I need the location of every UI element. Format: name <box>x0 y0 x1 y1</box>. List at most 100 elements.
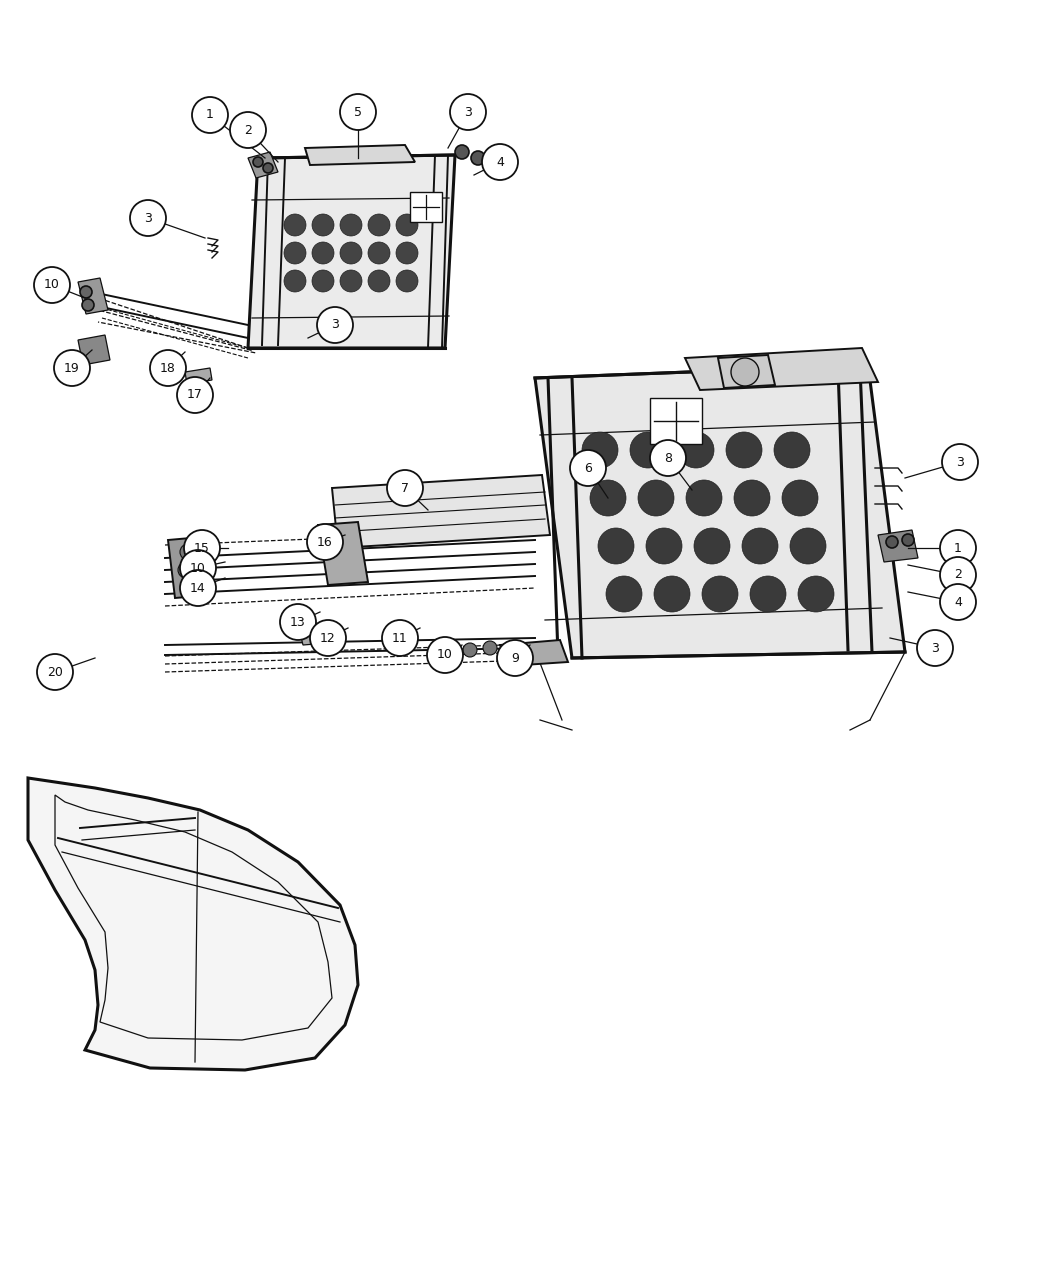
Circle shape <box>382 620 418 657</box>
Polygon shape <box>536 365 905 658</box>
Circle shape <box>180 544 196 560</box>
Text: 16: 16 <box>317 536 333 548</box>
Text: 10: 10 <box>190 561 206 575</box>
Polygon shape <box>248 152 278 179</box>
Text: 11: 11 <box>392 631 407 644</box>
Circle shape <box>455 145 469 159</box>
Circle shape <box>750 576 786 612</box>
Circle shape <box>368 214 390 236</box>
Circle shape <box>387 470 423 506</box>
Polygon shape <box>185 368 212 384</box>
Text: 1: 1 <box>954 542 962 555</box>
Text: 19: 19 <box>64 362 80 375</box>
Circle shape <box>192 97 228 133</box>
Text: 10: 10 <box>44 278 60 292</box>
Circle shape <box>886 536 898 548</box>
Circle shape <box>262 163 273 173</box>
Circle shape <box>686 479 722 516</box>
Circle shape <box>774 432 810 468</box>
Circle shape <box>942 444 978 479</box>
Polygon shape <box>78 278 108 314</box>
Circle shape <box>630 432 666 468</box>
Text: 7: 7 <box>401 482 410 495</box>
Circle shape <box>307 524 343 560</box>
Text: 15: 15 <box>194 542 210 555</box>
Circle shape <box>638 479 674 516</box>
Polygon shape <box>248 156 455 348</box>
Text: 12: 12 <box>320 631 336 644</box>
Circle shape <box>37 654 74 690</box>
Circle shape <box>497 640 533 676</box>
Polygon shape <box>500 640 568 666</box>
Circle shape <box>284 242 306 264</box>
Circle shape <box>678 432 714 468</box>
Circle shape <box>570 450 606 486</box>
Circle shape <box>734 479 770 516</box>
Circle shape <box>731 358 759 386</box>
Circle shape <box>80 286 92 298</box>
Polygon shape <box>410 193 442 222</box>
Text: 5: 5 <box>354 106 362 119</box>
Circle shape <box>940 557 976 593</box>
Circle shape <box>180 570 216 606</box>
Polygon shape <box>718 354 775 388</box>
Circle shape <box>590 479 626 516</box>
Polygon shape <box>28 778 358 1070</box>
Circle shape <box>902 534 913 546</box>
Circle shape <box>368 270 390 292</box>
Circle shape <box>471 150 485 164</box>
Circle shape <box>702 576 738 612</box>
Circle shape <box>606 576 642 612</box>
Circle shape <box>312 242 334 264</box>
Polygon shape <box>318 521 367 585</box>
Circle shape <box>396 214 418 236</box>
Circle shape <box>450 94 486 130</box>
Circle shape <box>654 576 690 612</box>
Text: 4: 4 <box>496 156 504 168</box>
Circle shape <box>177 377 213 413</box>
Text: 3: 3 <box>464 106 471 119</box>
Circle shape <box>726 432 762 468</box>
Circle shape <box>368 242 390 264</box>
Text: 17: 17 <box>187 389 203 402</box>
Text: 8: 8 <box>664 451 672 464</box>
Circle shape <box>742 528 778 564</box>
Circle shape <box>396 270 418 292</box>
Circle shape <box>427 638 463 673</box>
Circle shape <box>280 604 316 640</box>
Text: 3: 3 <box>957 455 964 468</box>
Circle shape <box>790 528 826 564</box>
Text: 3: 3 <box>331 319 339 332</box>
Circle shape <box>312 214 334 236</box>
Circle shape <box>940 530 976 566</box>
Circle shape <box>482 144 518 180</box>
Text: 1: 1 <box>206 108 214 121</box>
Text: 20: 20 <box>47 666 63 678</box>
Polygon shape <box>304 145 415 164</box>
Polygon shape <box>685 348 878 390</box>
Circle shape <box>130 200 166 236</box>
Circle shape <box>917 630 953 666</box>
Circle shape <box>178 562 194 578</box>
Circle shape <box>230 112 266 148</box>
Circle shape <box>253 157 262 167</box>
Circle shape <box>310 620 347 657</box>
Circle shape <box>340 214 362 236</box>
Text: 18: 18 <box>160 362 176 375</box>
Circle shape <box>82 300 94 311</box>
Text: 13: 13 <box>290 616 306 629</box>
Polygon shape <box>332 476 550 548</box>
Text: 4: 4 <box>954 595 962 608</box>
Circle shape <box>180 550 216 586</box>
Circle shape <box>284 214 306 236</box>
Text: 2: 2 <box>244 124 252 136</box>
Circle shape <box>340 242 362 264</box>
Circle shape <box>34 266 70 303</box>
Circle shape <box>582 432 618 468</box>
Circle shape <box>317 307 353 343</box>
Circle shape <box>184 530 220 566</box>
Circle shape <box>646 528 682 564</box>
Circle shape <box>798 576 834 612</box>
Polygon shape <box>168 537 210 598</box>
Circle shape <box>483 641 497 655</box>
